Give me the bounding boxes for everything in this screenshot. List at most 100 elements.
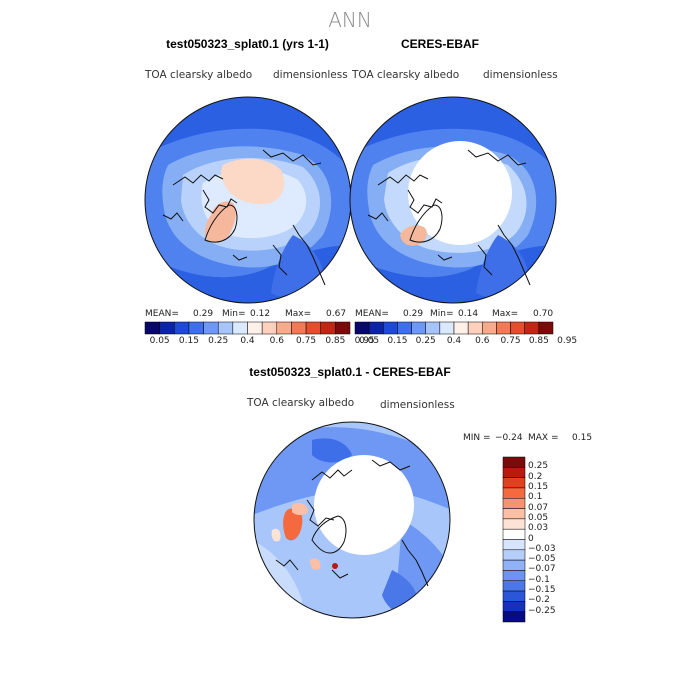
- colorbar-tick-label: 0.03: [528, 523, 549, 534]
- colorbar-tick-label: −0.15: [528, 585, 556, 596]
- colorbar-tick-label: 0.4: [446, 336, 462, 346]
- colorbar-tick-label: 0.25: [208, 336, 229, 346]
- colorbar-tick-label: 0.2: [528, 471, 543, 482]
- colorbar-swatch: [502, 487, 526, 499]
- map-band: [312, 438, 352, 463]
- panel1-units: dimensionless: [273, 69, 348, 81]
- colorbar-tick-label: 0.85: [325, 336, 346, 346]
- colorbar-swatch: [411, 321, 426, 335]
- colorbar-swatch: [425, 321, 441, 335]
- diff-min-label: MIN =: [463, 433, 491, 443]
- colorbar-swatch: [144, 321, 160, 335]
- colorbar-swatch: [291, 321, 307, 335]
- map-coastlines: [367, 149, 531, 286]
- colorbar-tick-label: 0.75: [296, 336, 317, 346]
- colorbar-swatch: [502, 477, 526, 489]
- colorbar-swatch: [502, 456, 526, 468]
- panel1-colorbar: [144, 321, 351, 335]
- panel1-max-label: Max=: [285, 309, 312, 319]
- panel2-field-label: TOA clearsky albedo: [352, 69, 460, 81]
- colorbar-swatch: [502, 518, 526, 530]
- panel1-polar-map: [144, 96, 352, 304]
- panel1-title: test050323_splat0.1 (yrs 1-1): [166, 37, 329, 51]
- colorbar-tick-label: 0.05: [528, 512, 549, 523]
- colorbar-tick-label: 0.95: [354, 336, 375, 346]
- colorbar-tick-label: 0.4: [240, 336, 255, 346]
- panel1-min: 0.12: [250, 309, 271, 319]
- colorbar-swatch: [320, 321, 336, 335]
- map-greenland: [204, 201, 236, 243]
- map-positive-anomaly: [283, 508, 303, 541]
- colorbar-swatch: [502, 559, 526, 571]
- colorbar-swatch: [502, 498, 526, 509]
- colorbar-tick-label: 0.6: [475, 336, 490, 346]
- colorbar-swatch: [397, 321, 412, 335]
- colorbar-swatch: [502, 467, 526, 478]
- map-coastlines: [275, 459, 429, 587]
- colorbar-tick-label: −0.2: [528, 595, 550, 606]
- diff-min: −0.24: [495, 433, 523, 443]
- colorbar-swatch: [502, 580, 526, 592]
- colorbar-swatch: [203, 321, 219, 335]
- colorbar-swatch: [510, 321, 525, 335]
- colorbar-swatch: [354, 321, 370, 335]
- colorbar-tick-label: 0.95: [557, 336, 578, 346]
- map-positive-anomaly: [292, 502, 308, 515]
- panel2-colorbar: [354, 321, 554, 335]
- colorbar-tick-label: 0.25: [528, 461, 549, 472]
- colorbar-swatch: [524, 321, 540, 335]
- colorbar-tick-label: 0.75: [500, 336, 521, 346]
- panel2-max-label: Max=: [492, 309, 519, 319]
- colorbar-tick-label: −0.1: [528, 574, 550, 585]
- colorbar-swatch: [453, 321, 469, 335]
- colorbar-swatch: [276, 321, 292, 335]
- colorbar-swatch: [247, 321, 263, 335]
- panel2-polar-map: [349, 96, 557, 304]
- colorbar-swatch: [159, 321, 175, 335]
- colorbar-swatch: [538, 321, 554, 335]
- colorbar-tick-label: 0.05: [149, 336, 170, 346]
- colorbar-swatch: [467, 321, 483, 335]
- map-positive-anomaly: [271, 528, 281, 542]
- panel1-mean-label: MEAN=: [145, 309, 179, 319]
- colorbar-swatch: [368, 321, 384, 335]
- colorbar-swatch: [502, 539, 526, 551]
- colorbar-swatch: [188, 321, 204, 335]
- colorbar-tick-label: 0.6: [269, 336, 284, 346]
- colorbar-swatch: [232, 321, 248, 335]
- colorbar-swatch: [482, 321, 497, 335]
- colorbar-tick-label: 0.15: [528, 481, 549, 492]
- page-title: ANN: [328, 8, 372, 32]
- colorbar-swatch: [502, 528, 526, 540]
- diff-title: test050323_splat0.1 - CERES-EBAF: [249, 365, 451, 379]
- colorbar-swatch: [502, 611, 526, 623]
- colorbar-tick-label: −0.03: [528, 543, 556, 554]
- colorbar-tick-label: −0.05: [528, 554, 556, 565]
- colorbar-tick-label: 0.05: [359, 336, 380, 346]
- colorbar-swatch: [502, 549, 526, 561]
- colorbar-swatch: [496, 321, 511, 335]
- colorbar-tick-label: 0: [528, 533, 534, 544]
- colorbar-swatch: [335, 321, 351, 335]
- colorbar-swatch: [217, 321, 234, 335]
- diff-colorbar: [502, 456, 526, 623]
- panel2-mean: 0.29: [403, 309, 424, 319]
- panel2-min: 0.14: [458, 309, 479, 319]
- panel1-min-label: Min=: [222, 309, 246, 319]
- panel2-min-label: Min=: [430, 309, 454, 319]
- map-warm-region: [220, 158, 285, 205]
- colorbar-swatch: [305, 321, 321, 335]
- colorbar-tick-label: 0.15: [178, 336, 199, 346]
- colorbar-tick-label: 0.1: [528, 492, 543, 503]
- colorbar-swatch: [502, 590, 526, 602]
- colorbar-tick-label: −0.25: [528, 605, 556, 616]
- map-coastlines: [162, 149, 326, 286]
- colorbar-swatch: [502, 508, 526, 520]
- panel2-max: 0.70: [533, 309, 554, 319]
- colorbar-tick-label: 0.15: [387, 336, 408, 346]
- panel1-field-label: TOA clearsky albedo: [145, 69, 253, 81]
- panel2-mean-label: MEAN=: [355, 309, 389, 319]
- colorbar-tick-label: 0.85: [528, 336, 549, 346]
- colorbar-swatch: [439, 321, 455, 335]
- panel1-mean: 0.29: [193, 309, 214, 319]
